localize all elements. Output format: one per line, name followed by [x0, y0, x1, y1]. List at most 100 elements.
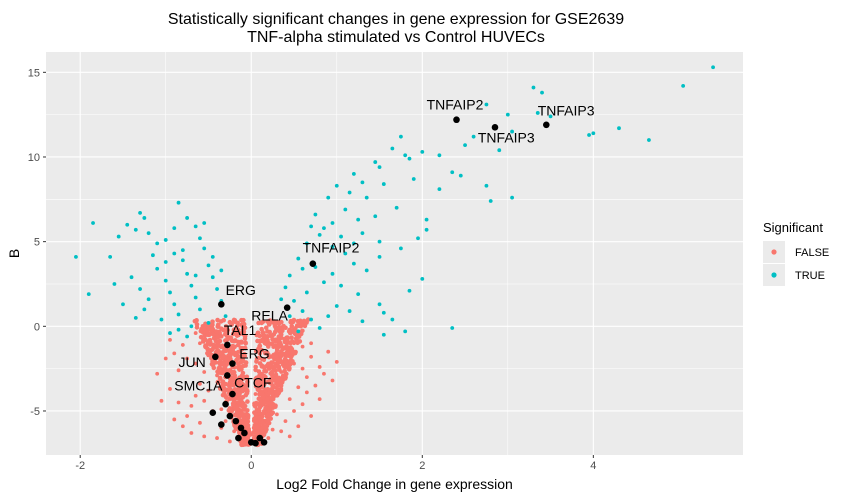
point-true: [330, 244, 335, 249]
point-false: [215, 436, 219, 440]
point-true: [510, 195, 514, 200]
legend: Significant FALSE TRUE: [763, 220, 829, 286]
point-false: [240, 370, 246, 376]
point-false: [253, 364, 258, 370]
point-false: [185, 414, 190, 418]
legend-key-false: [771, 249, 777, 255]
point-true: [185, 271, 190, 276]
point-false: [287, 365, 292, 371]
point-true: [458, 173, 463, 178]
point-false: [298, 331, 304, 337]
point-false: [242, 436, 248, 442]
point-true: [142, 216, 147, 220]
point-true: [300, 266, 305, 271]
point-true: [138, 287, 142, 291]
point-false: [317, 397, 322, 402]
point-false: [283, 356, 288, 361]
point-true: [313, 212, 318, 217]
highlight-point: [212, 353, 219, 361]
point-false: [236, 349, 241, 354]
point-false: [189, 403, 194, 408]
point-false: [202, 434, 207, 439]
point-true: [437, 153, 442, 158]
gene-label: ERG: [226, 282, 256, 298]
point-true: [403, 329, 408, 334]
point-true: [617, 126, 621, 131]
point-false: [287, 327, 292, 332]
point-true: [309, 317, 314, 322]
point-true: [343, 251, 348, 256]
point-false: [168, 337, 172, 342]
gene-label: CTCF: [234, 374, 271, 390]
point-true: [287, 273, 292, 278]
point-false: [285, 335, 291, 341]
point-true: [334, 183, 339, 188]
point-false: [244, 387, 249, 392]
point-true: [505, 112, 510, 117]
point-false: [264, 423, 270, 429]
point-false: [227, 335, 233, 340]
point-true: [176, 327, 181, 332]
point-false: [280, 373, 286, 379]
point-true: [351, 261, 356, 266]
point-false: [289, 323, 295, 329]
point-true: [407, 288, 412, 293]
point-false: [172, 417, 177, 422]
point-false: [238, 419, 243, 424]
point-false: [263, 334, 269, 339]
highlight-point: [229, 360, 236, 367]
plot-title-line1: Statistically significant changes in gen…: [168, 11, 624, 28]
point-false: [269, 369, 275, 375]
point-true: [326, 314, 331, 319]
point-false: [220, 343, 225, 349]
point-true: [163, 278, 168, 283]
point-true: [377, 165, 382, 170]
point-false: [292, 409, 296, 413]
point-false: [232, 319, 238, 325]
point-true: [210, 275, 215, 280]
point-false: [223, 393, 228, 398]
point-false: [206, 339, 211, 344]
point-true: [471, 134, 476, 139]
point-true: [296, 329, 301, 334]
point-false: [217, 376, 223, 381]
point-false: [206, 388, 211, 393]
point-true: [146, 297, 151, 302]
point-true: [296, 256, 301, 261]
point-true: [138, 210, 142, 215]
point-true: [330, 221, 335, 225]
point-true: [300, 309, 305, 313]
point-false: [243, 363, 248, 368]
point-false: [263, 369, 269, 374]
point-true: [155, 266, 160, 271]
point-false: [222, 331, 228, 337]
point-false: [231, 327, 237, 333]
point-false: [276, 377, 282, 383]
point-false: [237, 391, 242, 397]
point-false: [266, 412, 272, 418]
point-true: [292, 299, 296, 303]
point-true: [193, 224, 198, 229]
highlight-point: [241, 429, 248, 437]
point-true: [112, 282, 117, 286]
point-true: [377, 239, 382, 244]
point-false: [266, 361, 271, 366]
point-false: [230, 347, 236, 352]
point-true: [403, 153, 408, 158]
point-false: [254, 400, 259, 406]
point-false: [298, 323, 304, 329]
point-false: [209, 361, 215, 367]
point-false: [230, 401, 236, 406]
point-true: [198, 307, 202, 312]
point-true: [424, 217, 429, 222]
point-false: [223, 419, 228, 424]
point-false: [300, 366, 305, 371]
point-false: [230, 331, 236, 337]
point-false: [270, 427, 275, 432]
point-false: [265, 337, 270, 343]
point-false: [294, 323, 300, 328]
point-false: [223, 348, 228, 354]
point-true: [317, 232, 322, 237]
point-true: [146, 231, 151, 236]
